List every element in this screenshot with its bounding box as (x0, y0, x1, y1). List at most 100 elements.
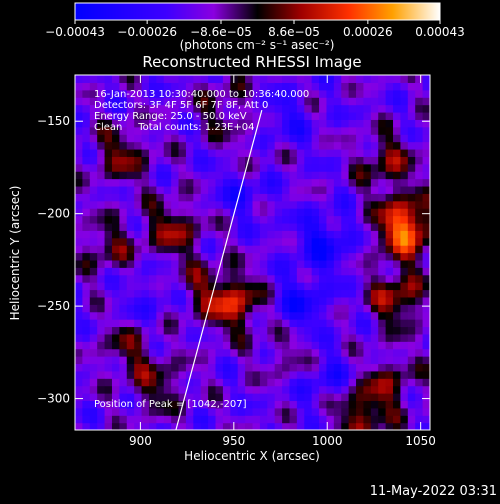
heatmap-cell (393, 333, 402, 342)
heatmap-cell (89, 296, 98, 305)
heatmap-cell (378, 356, 387, 365)
heatmap-cell (215, 222, 224, 231)
heatmap-cell (282, 319, 291, 328)
heatmap-cell (267, 111, 276, 120)
heatmap-cell (134, 311, 143, 320)
heatmap-cell (163, 171, 172, 180)
heatmap-cell (341, 230, 350, 239)
heatmap-cell (208, 326, 217, 335)
heatmap-cell (326, 178, 335, 187)
heatmap-cell (274, 75, 283, 83)
heatmap-cell (326, 415, 335, 424)
heatmap-cell (119, 385, 128, 394)
heatmap-cell (200, 141, 209, 150)
heatmap-cell (200, 193, 209, 202)
heatmap-cell (163, 126, 172, 135)
heatmap-cell (111, 311, 120, 320)
colorbar-tick-label: −0.00026 (117, 25, 177, 39)
heatmap-cell (415, 148, 424, 157)
heatmap-cell (245, 141, 254, 150)
heatmap-cell (259, 185, 268, 194)
heatmap-cell (319, 289, 328, 298)
heatmap-cell (407, 171, 416, 180)
heatmap-cell (237, 333, 246, 342)
heatmap-cell (104, 237, 113, 246)
heatmap-cell (370, 119, 379, 128)
heatmap-cell (319, 370, 328, 379)
heatmap-cell (156, 252, 165, 261)
heatmap-cell (326, 370, 335, 379)
heatmap-cell (370, 274, 379, 283)
heatmap-cell (393, 97, 402, 106)
heatmap-cell (422, 82, 430, 91)
heatmap-cell (407, 111, 416, 120)
heatmap-cell (370, 97, 379, 106)
heatmap-cell (163, 319, 172, 328)
heatmap-cell (289, 111, 298, 120)
heatmap-cell (171, 400, 180, 409)
heatmap-cell (267, 319, 276, 328)
heatmap-cell (289, 267, 298, 276)
heatmap-cell (282, 274, 291, 283)
heatmap-cell (97, 148, 106, 157)
heatmap-cell (148, 311, 157, 320)
heatmap-cell (97, 385, 106, 394)
heatmap-cell (156, 111, 165, 120)
heatmap-cell (208, 296, 217, 305)
heatmap-cell (215, 348, 224, 357)
heatmap-cell (82, 400, 91, 409)
heatmap-cell (422, 111, 430, 120)
heatmap-cell (378, 296, 387, 305)
heatmap-cell (304, 274, 313, 283)
heatmap-cell (104, 141, 113, 150)
heatmap-cell (252, 333, 261, 342)
heatmap-cell (378, 393, 387, 402)
heatmap-cell (289, 237, 298, 246)
heatmap-cell (348, 200, 357, 209)
heatmap-cell (348, 215, 357, 224)
heatmap-cell (215, 363, 224, 372)
heatmap-cell (356, 230, 365, 239)
heatmap-cell (415, 304, 424, 313)
heatmap-cell (356, 163, 365, 172)
heatmap-cell (400, 171, 409, 180)
heatmap-cell (126, 378, 135, 387)
heatmap-cell (185, 82, 194, 91)
heatmap-cell (75, 267, 83, 276)
heatmap-cell (252, 82, 261, 91)
heatmap-cell (304, 311, 313, 320)
heatmap-cell (237, 75, 246, 83)
heatmap-cell (119, 363, 128, 372)
heatmap-cell (282, 222, 291, 231)
heatmap-cell (274, 82, 283, 91)
heatmap-cell (230, 267, 239, 276)
heatmap-cell (400, 200, 409, 209)
heatmap-cell (237, 185, 246, 194)
heatmap-cell (333, 267, 342, 276)
heatmap-cell (134, 348, 143, 357)
heatmap-cell (82, 237, 91, 246)
heatmap-cell (385, 134, 394, 143)
heatmap-cell (126, 282, 135, 291)
heatmap-cell (378, 245, 387, 254)
heatmap-cell (237, 385, 246, 394)
heatmap-cell (178, 230, 187, 239)
heatmap-cell (348, 230, 357, 239)
heatmap-cell (200, 363, 209, 372)
heatmap-cell (319, 259, 328, 268)
heatmap-cell (178, 274, 187, 283)
heatmap-cell (119, 185, 128, 194)
heatmap-cell (171, 82, 180, 91)
heatmap-cell (237, 274, 246, 283)
heatmap-cell (385, 141, 394, 150)
heatmap-cell (163, 393, 172, 402)
heatmap-cell (171, 333, 180, 342)
heatmap-cell (75, 163, 83, 172)
heatmap-cell (407, 237, 416, 246)
heatmap-cell (97, 422, 106, 430)
heatmap-cell (252, 267, 261, 276)
heatmap-cell (126, 422, 135, 430)
heatmap-cell (422, 274, 430, 283)
heatmap-cell (282, 237, 291, 246)
heatmap-cell (267, 171, 276, 180)
